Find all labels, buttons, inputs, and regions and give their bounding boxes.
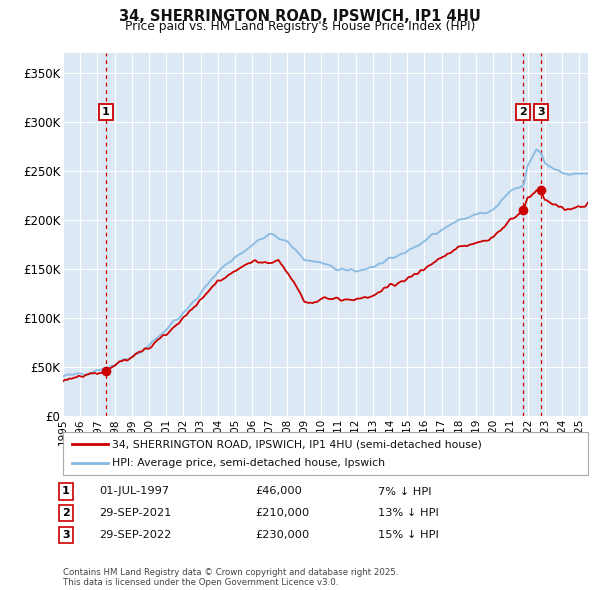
Text: 2: 2	[62, 509, 70, 518]
Text: 34, SHERRINGTON ROAD, IPSWICH, IP1 4HU: 34, SHERRINGTON ROAD, IPSWICH, IP1 4HU	[119, 9, 481, 24]
Text: 15% ↓ HPI: 15% ↓ HPI	[378, 530, 439, 540]
Text: HPI: Average price, semi-detached house, Ipswich: HPI: Average price, semi-detached house,…	[112, 458, 385, 468]
Text: 2: 2	[520, 107, 527, 117]
Text: 1: 1	[62, 487, 70, 496]
Text: Price paid vs. HM Land Registry's House Price Index (HPI): Price paid vs. HM Land Registry's House …	[125, 20, 475, 33]
Text: 3: 3	[62, 530, 70, 540]
Text: £230,000: £230,000	[255, 530, 309, 540]
Text: 3: 3	[537, 107, 544, 117]
Text: 29-SEP-2022: 29-SEP-2022	[99, 530, 171, 540]
Text: £210,000: £210,000	[255, 509, 309, 518]
Text: 7% ↓ HPI: 7% ↓ HPI	[378, 487, 431, 496]
Text: 29-SEP-2021: 29-SEP-2021	[99, 509, 172, 518]
Text: £46,000: £46,000	[255, 487, 302, 496]
Text: Contains HM Land Registry data © Crown copyright and database right 2025.
This d: Contains HM Land Registry data © Crown c…	[63, 568, 398, 587]
Text: 1: 1	[102, 107, 110, 117]
Text: 01-JUL-1997: 01-JUL-1997	[99, 487, 169, 496]
Text: 34, SHERRINGTON ROAD, IPSWICH, IP1 4HU (semi-detached house): 34, SHERRINGTON ROAD, IPSWICH, IP1 4HU (…	[112, 440, 482, 450]
Text: 13% ↓ HPI: 13% ↓ HPI	[378, 509, 439, 518]
